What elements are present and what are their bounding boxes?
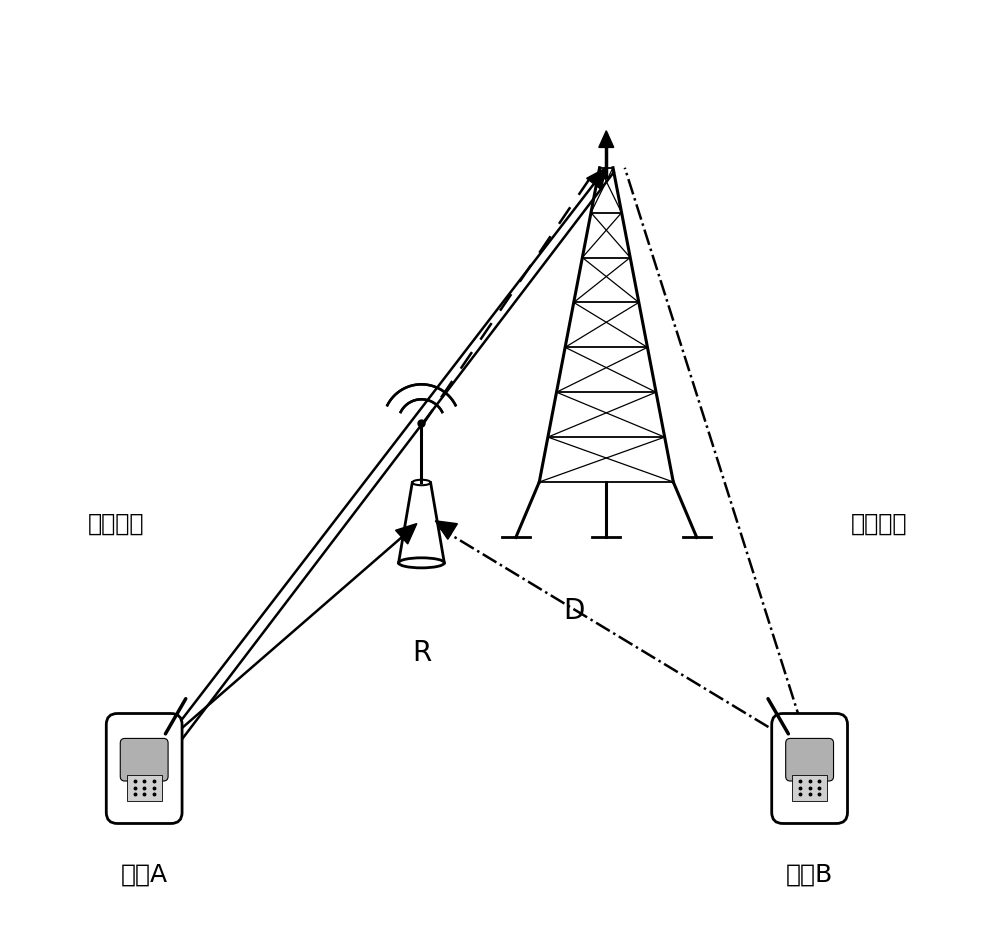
- FancyBboxPatch shape: [772, 714, 848, 823]
- Text: 用户A: 用户A: [121, 863, 168, 887]
- Bar: [792, 775, 827, 801]
- Polygon shape: [587, 168, 606, 189]
- Ellipse shape: [412, 480, 431, 485]
- Ellipse shape: [399, 558, 444, 568]
- Text: 广播发送: 广播发送: [851, 512, 907, 536]
- Bar: [127, 775, 162, 801]
- Text: D: D: [563, 597, 585, 626]
- Text: 用户B: 用户B: [786, 863, 833, 887]
- Polygon shape: [399, 482, 444, 563]
- FancyBboxPatch shape: [120, 739, 168, 781]
- FancyBboxPatch shape: [106, 714, 182, 823]
- Text: R: R: [412, 639, 431, 667]
- Polygon shape: [435, 521, 457, 540]
- Polygon shape: [599, 131, 614, 147]
- Polygon shape: [396, 524, 417, 544]
- FancyBboxPatch shape: [786, 739, 834, 781]
- Text: 广播发送: 广播发送: [88, 512, 145, 536]
